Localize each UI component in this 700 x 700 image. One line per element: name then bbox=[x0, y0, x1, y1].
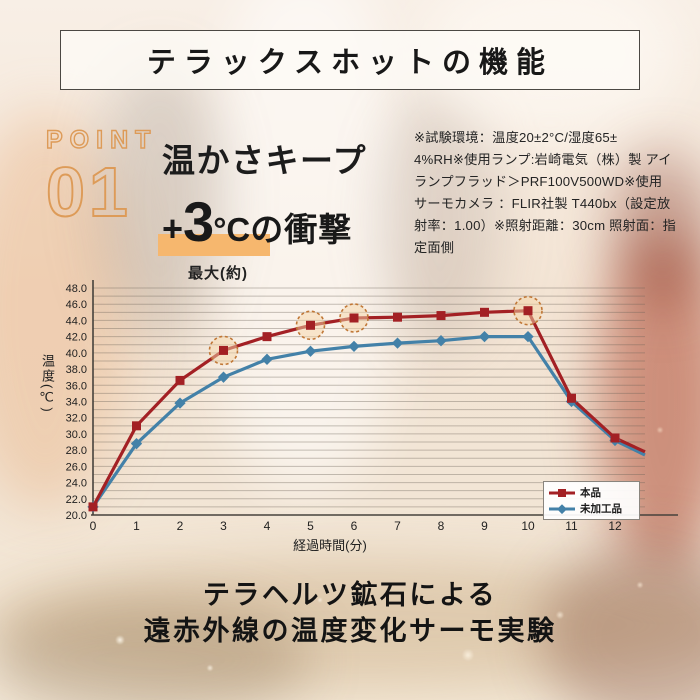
marker-square bbox=[262, 332, 272, 342]
y-tick-label: 42.0 bbox=[66, 332, 87, 344]
marker-square bbox=[349, 313, 359, 323]
marker-square bbox=[88, 502, 98, 512]
y-axis-title: 温度(℃) bbox=[40, 354, 55, 414]
x-tick-label: 9 bbox=[481, 519, 488, 533]
heading-rest: の衝撃 bbox=[250, 211, 353, 248]
marker-square bbox=[523, 306, 533, 316]
test-conditions-note: ※試験環境：温度20±2°C/湿度65± 4%RH※使用ランプ:岩崎電気（株）製… bbox=[414, 130, 677, 255]
heading-plus: + bbox=[162, 208, 184, 249]
y-tick-label: 36.0 bbox=[66, 380, 87, 392]
legend-marker-icon bbox=[549, 503, 575, 514]
x-tick-label: 3 bbox=[220, 519, 227, 533]
y-tick-label: 40.0 bbox=[66, 348, 87, 360]
legend-label: 未加工品 bbox=[580, 503, 622, 515]
y-tick-label: 32.0 bbox=[66, 413, 87, 425]
marker-diamond bbox=[261, 353, 273, 365]
x-tick-label: 10 bbox=[521, 519, 535, 533]
bottom-caption: テラヘルツ鉱石による 遠赤外線の温度変化サーモ実験 bbox=[143, 580, 557, 646]
y-tick-label: 30.0 bbox=[66, 429, 87, 441]
y-tick-label: 44.0 bbox=[66, 315, 87, 327]
marker-square bbox=[567, 393, 576, 403]
benefit-heading: 温かさキープ +3°Cの衝撃 最大(約) bbox=[158, 134, 368, 283]
point-number: 01 bbox=[45, 153, 132, 231]
marker-diamond bbox=[391, 337, 404, 349]
legend-item-本品: 本品 bbox=[549, 485, 634, 500]
y-tick-label: 22.0 bbox=[66, 494, 87, 506]
chart-legend: 本品 未加工品 bbox=[543, 481, 640, 520]
temperature-chart: 48.0 46.0 44.0 42.0 40.0 38.0 36.0 34.0 32.0 30.0… bbox=[0, 270, 700, 560]
y-tick-label: 24.0 bbox=[66, 478, 87, 490]
y-tick-label: 20.0 bbox=[66, 510, 87, 522]
x-tick-label: 4 bbox=[264, 519, 271, 533]
y-tick-label: 26.0 bbox=[66, 461, 87, 473]
marker-square bbox=[219, 345, 228, 355]
y-tick-label: 28.0 bbox=[66, 445, 87, 457]
heading-subnote: 最大(約) bbox=[188, 265, 248, 282]
header-banner: テラックスホットの機能 bbox=[60, 30, 640, 90]
point-label: POINT bbox=[45, 126, 158, 154]
marker-square bbox=[132, 421, 141, 431]
chart-canvas: 48.0 46.0 44.0 42.0 40.0 38.0 36.0 34.0 32.0 30.0… bbox=[66, 280, 678, 533]
heading-unit: °C bbox=[213, 211, 251, 248]
heading-line1: 温かさキープ bbox=[162, 142, 368, 179]
marker-square bbox=[480, 307, 489, 317]
x-tick-label: 0 bbox=[90, 519, 97, 533]
x-tick-label: 12 bbox=[608, 519, 622, 533]
y-tick-label: 34.0 bbox=[66, 397, 87, 409]
y-tick-label: 48.0 bbox=[66, 283, 87, 295]
marker-square bbox=[610, 433, 620, 443]
legend-item-未加工品: 未加工品 bbox=[549, 501, 634, 516]
marker-diamond bbox=[130, 438, 143, 450]
x-axis-title: 経過時間(分) bbox=[293, 538, 367, 553]
marker-square bbox=[175, 375, 185, 385]
x-tick-label: 6 bbox=[351, 519, 358, 533]
series-line-未加工品 bbox=[91, 335, 646, 508]
marker-diamond bbox=[217, 371, 230, 383]
marker-diamond bbox=[304, 345, 317, 357]
marker-diamond bbox=[478, 330, 491, 343]
heading-value: 3 bbox=[183, 190, 214, 253]
series-line-本品 bbox=[91, 309, 646, 508]
y-tick-label: 46.0 bbox=[66, 299, 87, 311]
heading-line2: +3°Cの衝撃 bbox=[158, 189, 367, 256]
marker-square bbox=[306, 320, 315, 330]
marker-square bbox=[436, 311, 446, 321]
x-tick-label: 5 bbox=[307, 519, 314, 533]
page-title: テラックスホットの機能 bbox=[146, 47, 554, 79]
marker-diamond bbox=[348, 340, 360, 353]
x-tick-label: 7 bbox=[394, 519, 401, 533]
orange-highlight-bar bbox=[158, 234, 270, 256]
x-tick-label: 8 bbox=[438, 519, 445, 533]
x-tick-label: 1 bbox=[133, 519, 140, 533]
marker-square bbox=[393, 312, 402, 322]
legend-label: 本品 bbox=[580, 487, 601, 499]
point-badge: POINT 01 bbox=[45, 126, 158, 231]
y-tick-label: 38.0 bbox=[66, 364, 87, 376]
x-tick-label: 11 bbox=[565, 519, 578, 533]
marker-diamond bbox=[435, 335, 447, 347]
legend-marker-icon bbox=[549, 488, 575, 497]
x-tick-label: 2 bbox=[177, 519, 184, 533]
